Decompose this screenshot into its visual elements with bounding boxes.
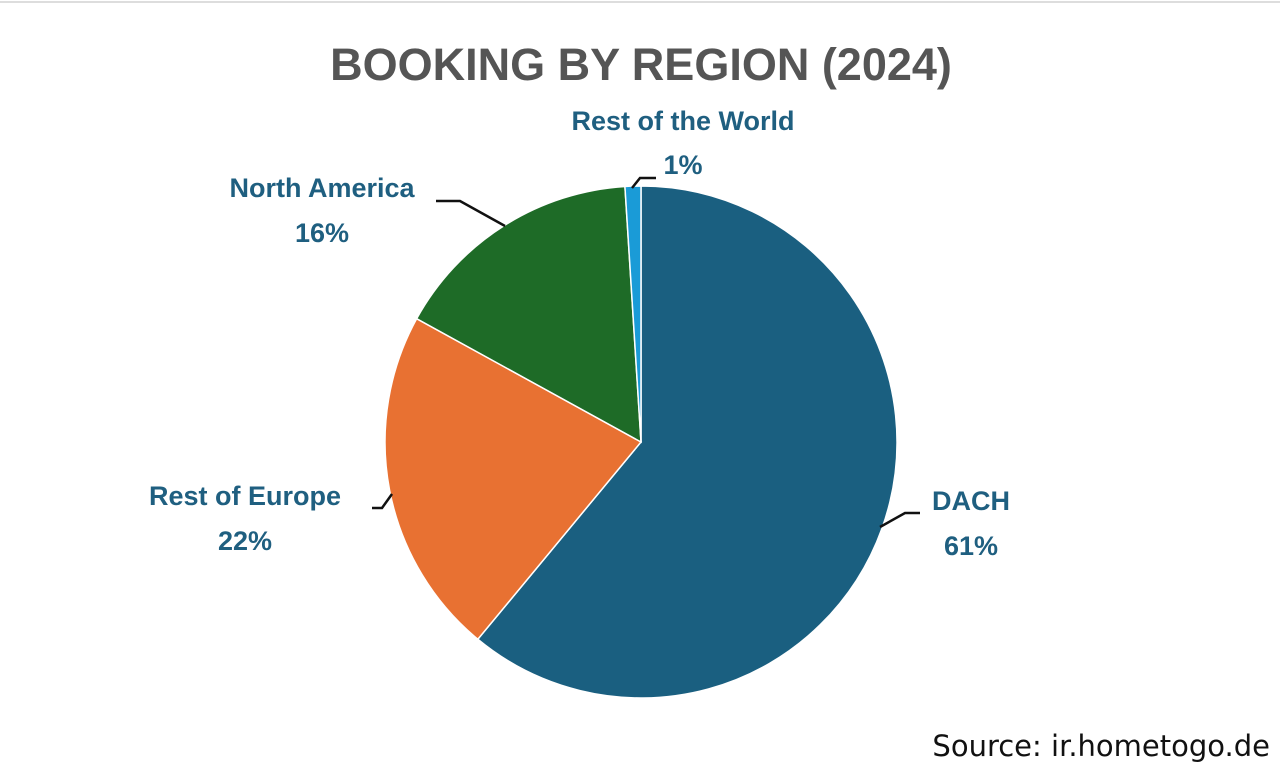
source-note: Source: ir.hometogo.de (932, 729, 1270, 763)
leader-line (631, 176, 656, 189)
pie-slice (476, 185, 898, 699)
slice-label: Rest of the World (571, 106, 794, 136)
slice-value-label: 1% (663, 150, 702, 180)
leader-line (879, 511, 920, 529)
slice-label: Rest of Europe (149, 481, 341, 511)
pie-slice (384, 317, 643, 641)
leader-line (436, 199, 506, 228)
slice-label: DACH (932, 486, 1010, 516)
slice-value-label: 61% (944, 531, 998, 561)
leader-line (372, 493, 394, 510)
slice-value-label: 16% (295, 218, 349, 248)
slice-value-label: 22% (218, 526, 272, 556)
chart-title: BOOKING BY REGION (2024) (330, 39, 952, 90)
slice-label: North America (229, 173, 415, 203)
